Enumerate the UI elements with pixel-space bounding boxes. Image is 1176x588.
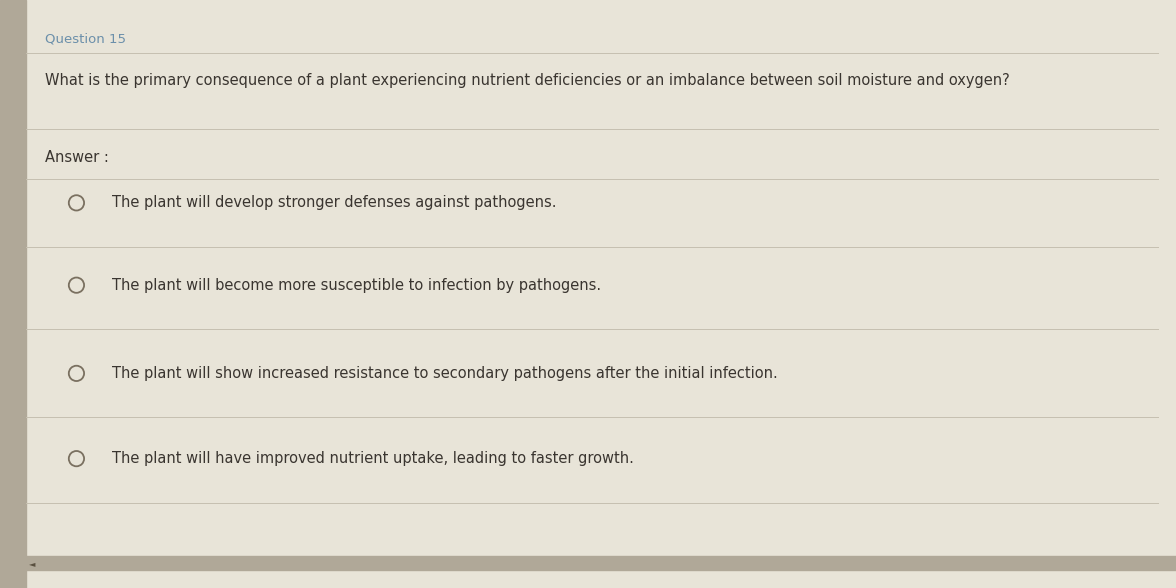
Text: Answer :: Answer : (45, 150, 108, 165)
Bar (26, 556, 1176, 570)
Text: The plant will develop stronger defenses against pathogens.: The plant will develop stronger defenses… (112, 195, 556, 211)
Text: The plant will become more susceptible to infection by pathogens.: The plant will become more susceptible t… (112, 278, 601, 293)
Text: ◄: ◄ (29, 559, 36, 568)
Bar (0, 0, 26, 588)
Text: The plant will have improved nutrient uptake, leading to faster growth.: The plant will have improved nutrient up… (112, 451, 634, 466)
Text: The plant will show increased resistance to secondary pathogens after the initia: The plant will show increased resistance… (112, 366, 777, 381)
Text: What is the primary consequence of a plant experiencing nutrient deficiencies or: What is the primary consequence of a pla… (45, 74, 1009, 89)
Text: Question 15: Question 15 (45, 32, 126, 45)
